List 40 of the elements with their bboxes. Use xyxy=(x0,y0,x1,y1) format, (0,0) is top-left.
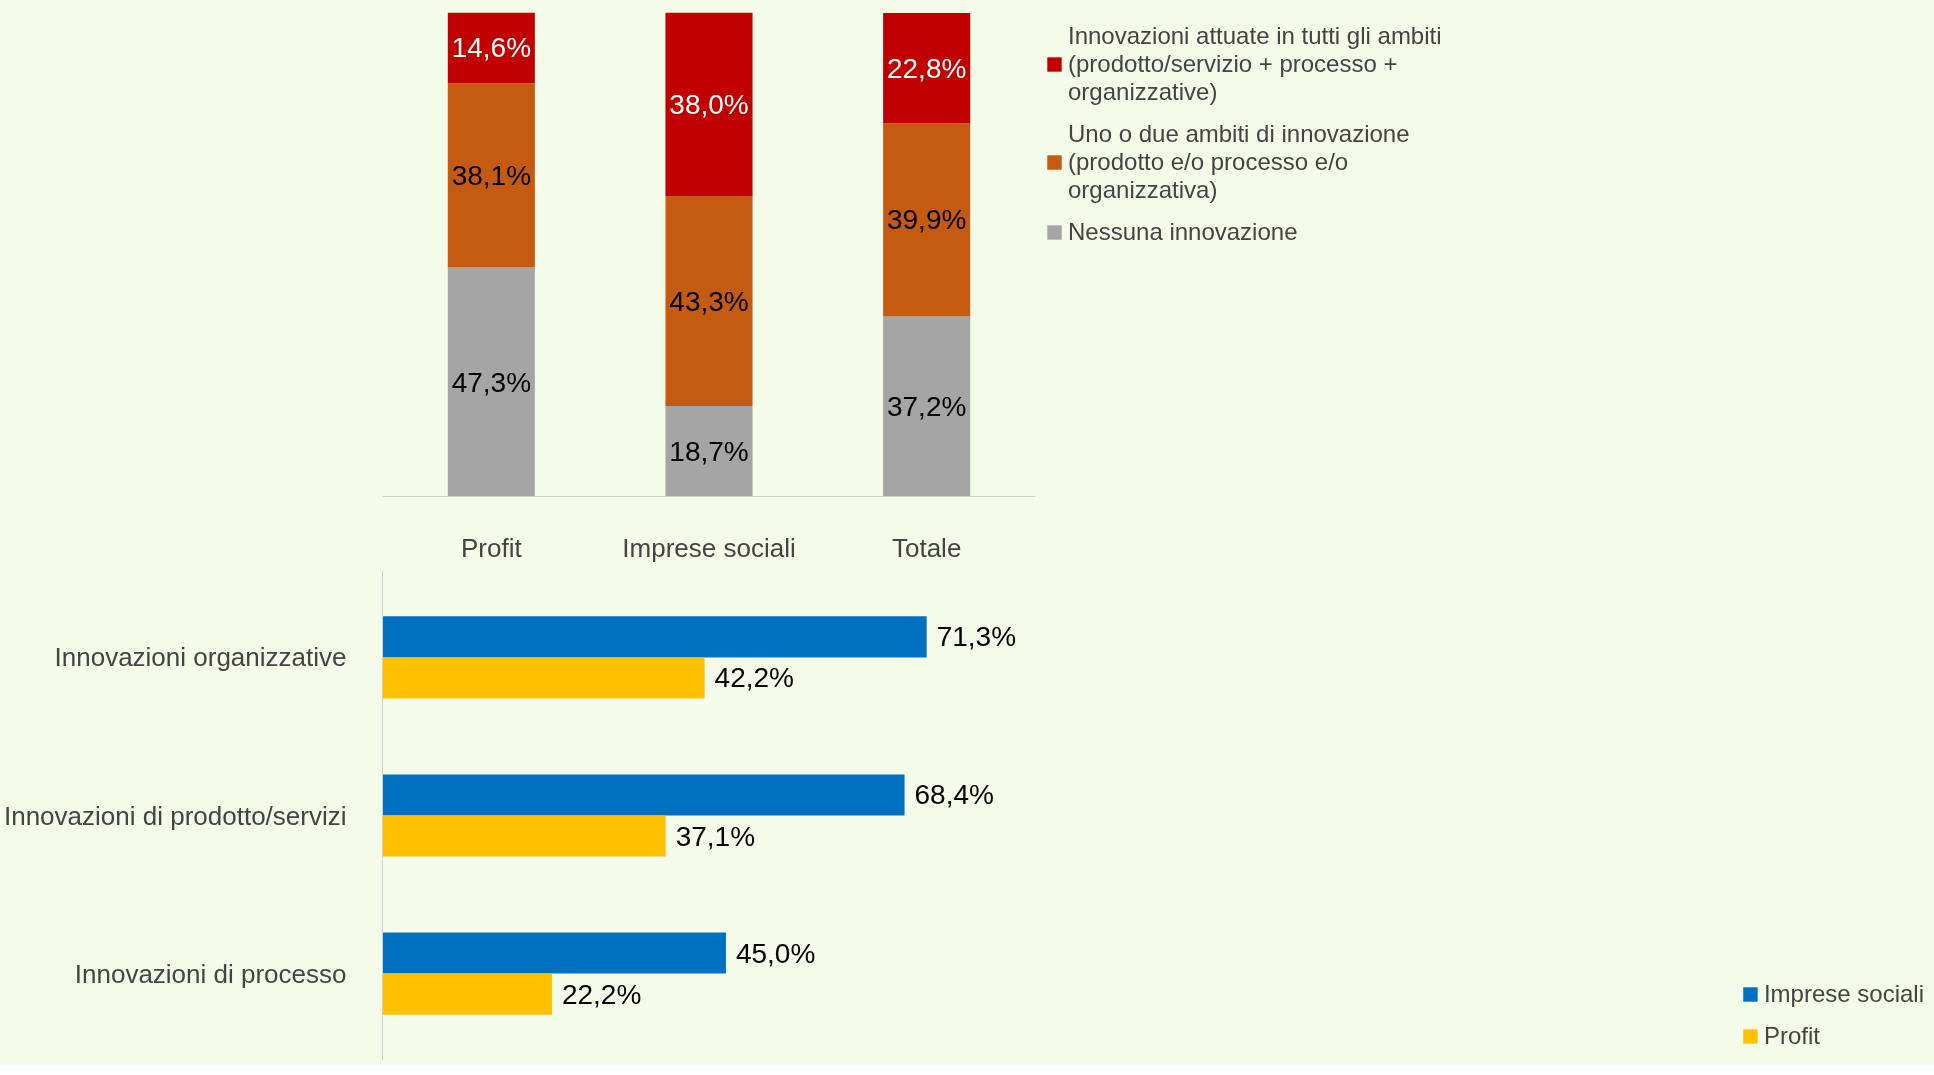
legend-label: Profit xyxy=(1763,1022,1820,1050)
legend-label: Nessuna innovazione xyxy=(1068,218,1298,246)
legend-label: Innovazioni attuate in tutti gli ambiti (prodotto/servizio + processo + organizzative) xyxy=(1068,22,1442,106)
data-label: 71,3% xyxy=(936,621,1017,653)
bar xyxy=(883,316,971,497)
x-tick-label: Totale xyxy=(891,532,962,563)
x-tick-label: Imprese sociali xyxy=(622,532,796,563)
data-label: 37,1% xyxy=(675,820,756,852)
legend-label: Imprese sociali xyxy=(1763,980,1924,1008)
data-label: 22,8% xyxy=(886,52,967,84)
bar xyxy=(447,267,535,497)
bar xyxy=(665,12,753,197)
bar xyxy=(382,932,726,974)
data-label: 37,2% xyxy=(886,390,967,422)
legend-label: Uno o due ambiti di innovazione (prodotto e/o processo e/o organizzativa) xyxy=(1068,120,1410,204)
data-label: 18,7% xyxy=(669,435,749,467)
y-tick-label: Innovazioni di prodotto/servizi xyxy=(3,800,347,831)
bar xyxy=(382,616,927,658)
data-label: 43,3% xyxy=(669,285,749,317)
bar xyxy=(665,405,753,497)
bar xyxy=(447,83,535,268)
y-tick-label: Innovazioni organizzative xyxy=(54,642,347,673)
data-label: 22,2% xyxy=(561,978,642,1010)
data-label: 39,9% xyxy=(886,204,967,236)
bar xyxy=(382,973,552,1015)
y-tick-label: Innovazioni di processo xyxy=(74,958,347,989)
data-label: 42,2% xyxy=(714,662,794,694)
x-tick-label: Profit xyxy=(460,532,523,563)
data-label: 14,6% xyxy=(451,32,532,64)
data-label: 68,4% xyxy=(914,779,994,811)
bar xyxy=(382,657,705,699)
bar xyxy=(665,196,753,406)
bar xyxy=(382,774,905,816)
data-label: 38,0% xyxy=(669,88,749,120)
bar xyxy=(883,123,971,317)
data-label: 38,1% xyxy=(451,159,532,191)
bar xyxy=(382,815,666,857)
bar xyxy=(883,12,971,124)
data-label: 47,3% xyxy=(451,366,532,398)
data-label: 45,0% xyxy=(735,937,816,969)
